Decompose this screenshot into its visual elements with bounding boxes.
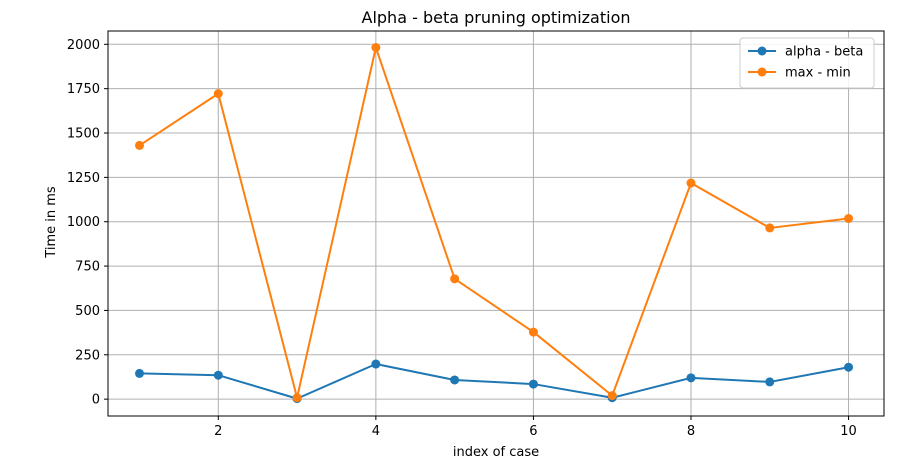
y-tick-label: 1250 — [67, 171, 100, 186]
y-tick-label: 500 — [75, 304, 100, 319]
data-point — [528, 379, 538, 389]
legend-item: alpha - beta — [748, 45, 863, 60]
y-tick-label: 750 — [75, 260, 100, 275]
y-tick-label: 1750 — [67, 82, 100, 97]
x-tick-label: 6 — [529, 424, 537, 439]
x-tick-label: 8 — [687, 424, 695, 439]
data-point — [371, 43, 381, 52]
data-point — [528, 327, 538, 337]
data-point — [607, 391, 617, 401]
y-tick-label: 2000 — [67, 38, 100, 53]
data-point — [450, 274, 460, 284]
legend-label: max - min — [785, 66, 851, 81]
series-1 — [135, 43, 854, 403]
x-tick-label: 4 — [372, 424, 380, 439]
legend-marker — [757, 67, 767, 77]
chart-title: Alpha - beta pruning optimization — [362, 8, 631, 27]
x-axis-label: index of case — [453, 445, 539, 460]
series-line — [138, 46, 849, 399]
x-tick-label: 10 — [840, 424, 857, 439]
y-tick-label: 1000 — [67, 215, 100, 230]
data-point — [844, 362, 854, 372]
data-point — [844, 214, 854, 224]
data-point — [450, 375, 460, 385]
grid-lines — [108, 31, 884, 416]
series-line — [139, 363, 849, 400]
y-axis-label: Time in ms — [44, 186, 59, 259]
legend-label: alpha - beta — [785, 45, 863, 60]
data-point — [686, 373, 696, 383]
data-point — [686, 178, 696, 188]
data-point — [213, 370, 223, 380]
axis-ticks: 2 4 6 8 10 0 250 500 750 1000 1250 1500 1750 2000 — [67, 38, 857, 439]
data-point — [135, 140, 145, 150]
data-point — [292, 393, 302, 403]
data-point — [765, 377, 775, 387]
data-point — [135, 368, 145, 378]
y-tick-label: 1500 — [67, 127, 100, 142]
series-lines — [135, 43, 854, 404]
y-tick-label: 0 — [92, 393, 100, 408]
legend: alpha - beta max - min — [739, 37, 875, 89]
y-tick-label: 250 — [75, 348, 100, 363]
legend-item: max - min — [748, 66, 851, 81]
data-point — [371, 359, 381, 369]
data-point — [765, 223, 775, 233]
data-point — [213, 89, 223, 99]
x-tick-label: 2 — [214, 424, 222, 439]
legend-marker — [757, 46, 767, 56]
plot-area-frame — [107, 30, 885, 417]
